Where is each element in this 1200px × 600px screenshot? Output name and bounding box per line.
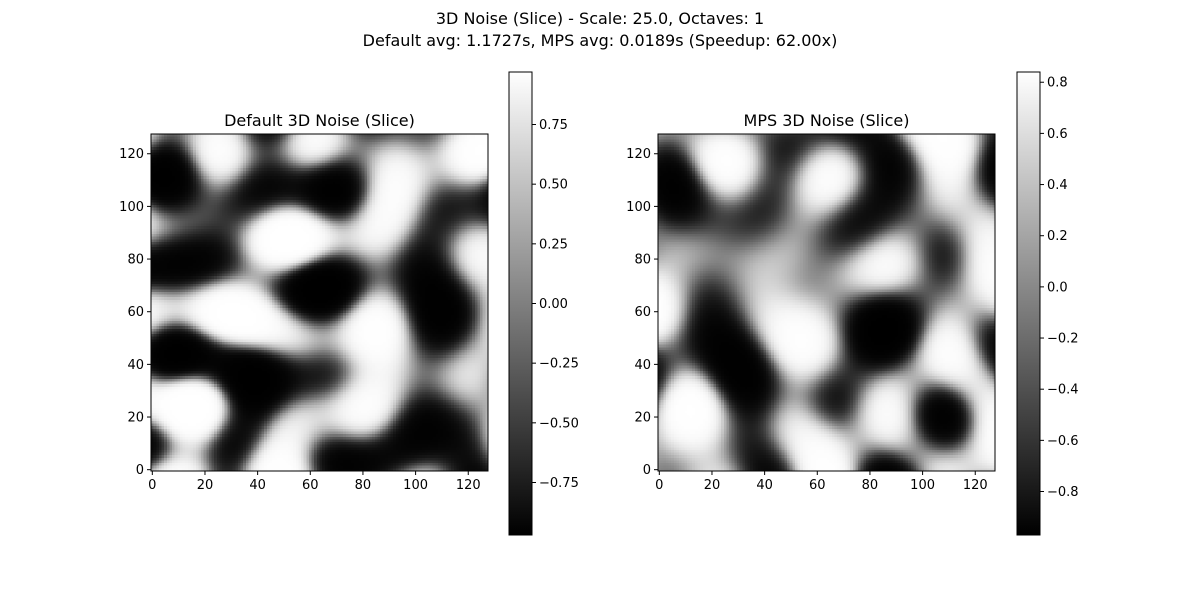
y-tick-label: 40 <box>634 358 651 373</box>
axes-frame <box>150 133 489 472</box>
y-tick-label: 100 <box>626 200 651 215</box>
x-tick-label: 80 <box>862 478 879 493</box>
colorbar-tick-label: 0.50 <box>539 178 568 193</box>
colorbar-tick-label: 0.2 <box>1047 229 1068 244</box>
default-noise-chart: Default 3D Noise (Slice) 0 20 40 60 80 100 120 0… <box>119 71 579 536</box>
colorbar-frame <box>1016 71 1041 536</box>
colorbar-tick-label: 0.0 <box>1047 280 1068 295</box>
colorbar-tick-label: 0.6 <box>1047 127 1068 142</box>
x-tick-label: 0 <box>655 478 663 493</box>
chart-title: Default 3D Noise (Slice) <box>224 111 415 130</box>
y-tick-label: 80 <box>127 253 144 268</box>
heatmap-image <box>658 134 995 471</box>
x-tick-label: 40 <box>249 478 266 493</box>
figure-title-line1: 3D Noise (Slice) - Scale: 25.0, Octaves:… <box>435 9 765 28</box>
colorbar-gradient <box>1017 72 1040 535</box>
x-tick-label: 20 <box>197 478 214 493</box>
x-tick-label: 80 <box>355 478 372 493</box>
figure-title-line2: Default avg: 1.1727s, MPS avg: 0.0189s (… <box>362 31 838 50</box>
colorbar-tick-label: −0.6 <box>1047 434 1079 449</box>
colorbar-tick-label: 0.8 <box>1047 76 1068 91</box>
colorbar-tick-label: −0.8 <box>1047 485 1079 500</box>
colorbar-tick-label: −0.50 <box>539 416 579 431</box>
mps-noise-chart: MPS 3D Noise (Slice) 0 20 40 60 80 100 120 0 20 40… <box>626 71 1079 536</box>
y-tick-label: 20 <box>634 411 651 426</box>
colorbar-tick-label: 0.25 <box>539 237 568 252</box>
y-tick-label: 100 <box>119 200 144 215</box>
x-tick-label: 20 <box>704 478 721 493</box>
y-tick-label: 0 <box>643 463 651 478</box>
colorbar-gradient <box>509 72 532 535</box>
x-tick-label: 120 <box>456 478 481 493</box>
chart-title: MPS 3D Noise (Slice) <box>744 111 910 130</box>
x-tick-label: 120 <box>963 478 988 493</box>
y-tick-label: 120 <box>626 147 651 162</box>
x-tick-label: 60 <box>809 478 826 493</box>
colorbar-tick-label: −0.2 <box>1047 332 1079 347</box>
colorbar-tick-label: 0.4 <box>1047 178 1068 193</box>
y-tick-label: 80 <box>634 253 651 268</box>
y-tick-label: 60 <box>634 305 651 320</box>
x-tick-label: 0 <box>148 478 156 493</box>
colorbar-tick-label: −0.4 <box>1047 383 1079 398</box>
colorbar-tick-label: −0.25 <box>539 357 579 372</box>
y-tick-label: 20 <box>127 411 144 426</box>
heatmap-image <box>151 134 488 471</box>
x-tick-label: 100 <box>403 478 428 493</box>
y-tick-label: 120 <box>119 147 144 162</box>
y-tick-label: 40 <box>127 358 144 373</box>
x-tick-label: 100 <box>910 478 935 493</box>
x-tick-label: 60 <box>302 478 319 493</box>
colorbar-tick-label: 0.75 <box>539 118 568 133</box>
axes-frame <box>657 133 996 472</box>
y-tick-label: 60 <box>127 305 144 320</box>
colorbar-tick-label: 0.00 <box>539 297 568 312</box>
y-tick-label: 0 <box>136 463 144 478</box>
x-tick-label: 40 <box>756 478 773 493</box>
colorbar-tick-label: −0.75 <box>539 476 579 491</box>
